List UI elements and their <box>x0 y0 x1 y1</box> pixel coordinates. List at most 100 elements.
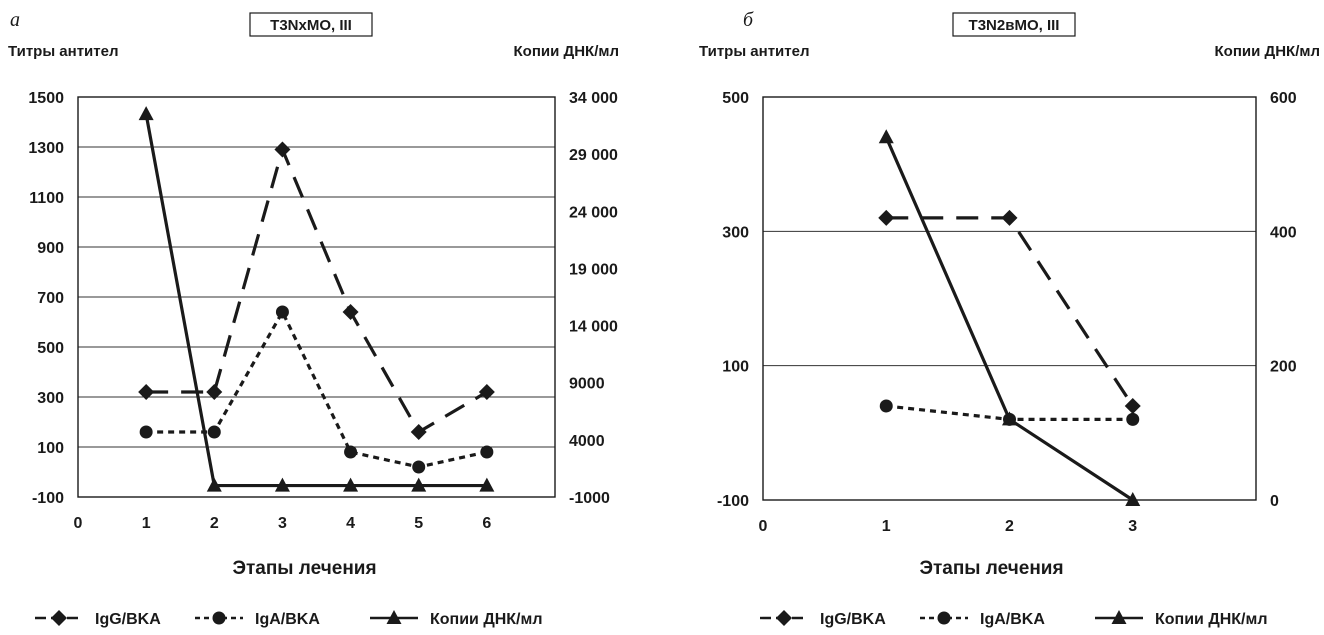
y-tick-left: -100 <box>717 493 749 510</box>
x-tick: 1 <box>882 518 891 535</box>
series-line <box>884 136 1134 502</box>
y-axis-right-label: Копии ДНК/мл <box>514 43 619 60</box>
legend-entry-1: IgG/BKA <box>760 610 886 628</box>
legend-label: IgA/BKA <box>255 611 320 628</box>
legend-label: IgA/BKA <box>980 611 1045 628</box>
data-point <box>207 425 221 439</box>
panel-letter: а <box>10 9 20 31</box>
y-axis-left-label: Титры антител <box>699 43 810 60</box>
y-tick-right: 200 <box>1270 359 1297 376</box>
data-point <box>275 305 289 319</box>
y-tick-right: 24 000 <box>569 204 618 221</box>
data-point <box>139 425 153 439</box>
plot-frame <box>77 96 556 498</box>
legend-label: IgG/BKA <box>95 611 161 628</box>
data-point <box>274 141 291 158</box>
x-tick: 0 <box>74 515 83 532</box>
data-point <box>879 399 893 413</box>
y-tick-right: 9000 <box>569 376 605 393</box>
series-line <box>886 216 1135 407</box>
data-point <box>479 477 495 492</box>
x-tick: 1 <box>142 515 151 532</box>
legend-marker <box>776 610 792 626</box>
data-point <box>878 209 895 226</box>
x-tick: 6 <box>482 515 491 532</box>
data-point <box>1126 412 1140 426</box>
y-tick-right: 4000 <box>569 433 605 450</box>
chart-panel-1: а T3NxMO, III Титры антител Копии ДНК/мл Эта… <box>8 9 619 628</box>
chart-title-box <box>249 12 373 37</box>
data-point <box>478 384 495 400</box>
series-line <box>144 113 487 488</box>
data-point <box>411 477 427 492</box>
y-tick-left: 500 <box>37 340 64 357</box>
y-axis-left-label: Титры антител <box>8 43 119 60</box>
y-tick-left: 1100 <box>29 190 64 207</box>
legend-label: Копии ДНК/мл <box>1155 611 1267 628</box>
data-point <box>1124 397 1141 414</box>
x-tick: 2 <box>210 515 219 532</box>
x-tick: 3 <box>1128 518 1137 535</box>
data-point <box>1001 209 1018 226</box>
chart-title: T3NxMO, III <box>270 17 352 34</box>
legend-entry-3: Копии ДНК/мл <box>1095 610 1267 628</box>
y-tick-right: -1000 <box>569 490 610 507</box>
y-tick-left: 1500 <box>28 90 64 107</box>
plot-frame <box>762 96 1257 501</box>
legend-entry-3: Копии ДНК/мл <box>370 610 542 628</box>
series-3 <box>878 129 1141 506</box>
data-point <box>878 129 894 144</box>
data-point <box>1125 492 1141 506</box>
legend-label: IgG/BKA <box>820 611 886 628</box>
legend-marker <box>51 610 67 626</box>
legend-entry-1: IgG/BKA <box>35 610 161 628</box>
series-line <box>146 147 488 434</box>
y-tick-right: 600 <box>1270 90 1297 107</box>
y-tick-left: 900 <box>37 240 64 257</box>
x-axis-label: Этапы лечения <box>919 558 1063 579</box>
legend-entry-2: IgA/BKA <box>920 611 1045 628</box>
data-point <box>410 424 427 440</box>
x-tick: 0 <box>759 518 768 535</box>
series-3 <box>138 106 495 492</box>
data-point <box>274 477 290 492</box>
legend-marker <box>212 611 226 625</box>
y-tick-right: 0 <box>1270 493 1279 510</box>
x-tick: 5 <box>414 515 423 532</box>
y-tick-right: 34 000 <box>569 90 618 107</box>
data-point <box>138 106 154 121</box>
legend-label: Копии ДНК/мл <box>430 611 542 628</box>
y-tick-right: 29 000 <box>569 147 618 164</box>
legend-marker <box>937 611 951 625</box>
panel-letter: б <box>743 9 754 31</box>
data-point <box>206 477 222 492</box>
x-axis-label: Этапы лечения <box>232 558 376 579</box>
data-point <box>138 384 155 400</box>
y-tick-left: 100 <box>37 440 64 457</box>
y-tick-left: -100 <box>32 490 64 507</box>
y-axis-right-label: Копии ДНК/мл <box>1215 43 1320 60</box>
x-tick: 4 <box>346 515 355 532</box>
x-tick: 3 <box>278 515 287 532</box>
y-tick-right: 400 <box>1270 224 1297 241</box>
legend-marker <box>1111 610 1127 624</box>
data-point <box>342 304 359 320</box>
series-2 <box>139 305 494 474</box>
legend-entry-2: IgA/BKA <box>195 611 320 628</box>
y-tick-left: 500 <box>722 90 749 107</box>
y-tick-left: 100 <box>722 359 749 376</box>
series-1 <box>138 141 495 440</box>
data-point <box>480 445 494 459</box>
chart-panel-2: б T3N2вMO, III Титры антител Копии ДНК/мл Эт… <box>699 9 1320 628</box>
y-tick-left: 300 <box>722 224 749 241</box>
series-1 <box>878 209 1141 414</box>
data-point <box>412 460 426 474</box>
y-tick-left: 700 <box>37 290 64 307</box>
data-point <box>1002 411 1017 426</box>
legend-marker <box>386 610 402 624</box>
y-tick-left: 1300 <box>28 140 64 157</box>
y-tick-right: 14 000 <box>569 319 618 336</box>
y-tick-right: 19 000 <box>569 261 618 278</box>
data-point <box>206 384 223 400</box>
